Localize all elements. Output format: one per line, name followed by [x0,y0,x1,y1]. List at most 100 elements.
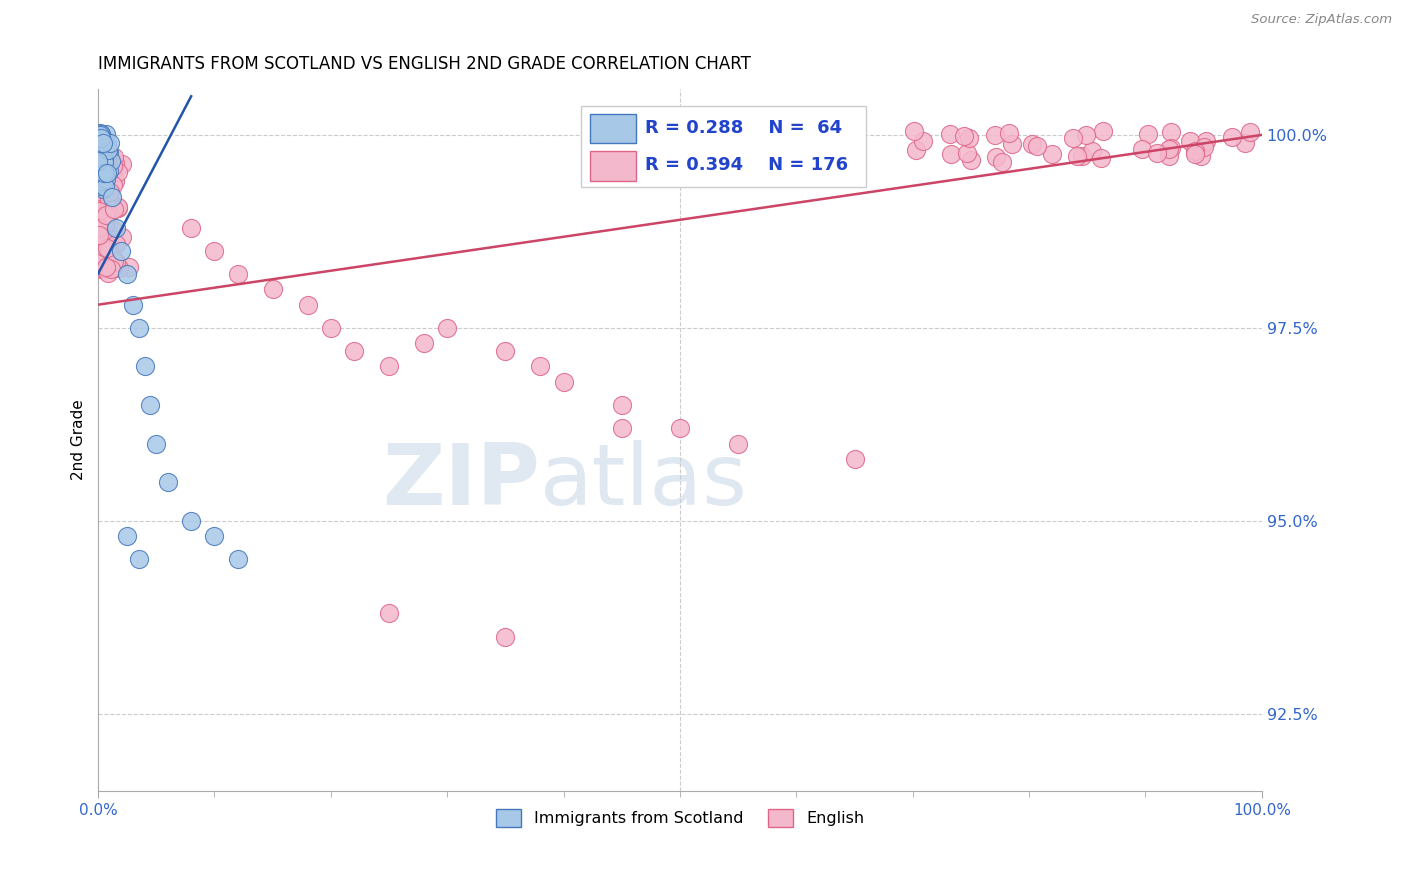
Point [101,236,124,251]
Point [1092,124,1115,138]
Point [98,207,121,221]
Text: ZIP: ZIP [382,441,540,524]
Point [90,261,112,276]
Point [957,130,980,145]
Point [90,247,112,261]
Point [98,187,121,202]
Point [90,158,112,172]
Point [87,211,110,225]
Point [1192,140,1215,154]
Point [1021,136,1043,151]
Point [90,171,112,186]
Point [494,343,516,358]
Point [90,177,112,191]
Point [94,208,117,222]
Point [108,260,131,275]
Point [87,189,110,203]
Point [89,252,111,267]
Y-axis label: 2nd Grade: 2nd Grade [72,400,86,480]
Point [90,170,112,185]
Legend: Immigrants from Scotland, English: Immigrants from Scotland, English [489,802,870,833]
Point [96,172,118,186]
Point [100,153,122,168]
Point [91,230,114,244]
Point [96,152,118,166]
Point [1130,143,1153,157]
Point [610,421,633,435]
Point [90,131,112,145]
Point [93,182,115,196]
Point [89,204,111,219]
Point [91,228,114,243]
Point [118,260,141,275]
Point [87,227,110,242]
Point [101,178,124,193]
Point [1178,134,1201,148]
Point [610,398,633,412]
Point [1157,142,1180,156]
Text: atlas: atlas [540,441,748,524]
Point [1234,136,1257,151]
Point [134,359,156,374]
Point [1071,149,1094,163]
Point [101,222,124,236]
Point [1160,141,1182,155]
Point [90,152,112,166]
Text: R = 0.288    N =  64: R = 0.288 N = 64 [645,119,842,137]
Point [90,174,112,188]
Point [89,169,111,183]
Point [93,248,115,262]
Point [111,156,134,170]
Point [93,152,115,166]
Point [90,187,112,202]
Point [1191,149,1213,163]
Point [100,260,122,275]
Point [204,529,226,543]
Point [93,166,115,180]
Point [959,153,981,167]
Point [413,336,436,351]
FancyBboxPatch shape [591,114,636,144]
Point [111,230,134,244]
FancyBboxPatch shape [581,106,866,187]
Point [115,267,138,281]
Point [93,200,115,214]
Point [87,154,110,169]
Point [1137,127,1160,141]
Point [97,203,120,218]
Point [87,209,110,223]
Point [1184,144,1206,158]
Point [98,136,121,150]
Point [991,154,1014,169]
Point [90,221,112,235]
Point [93,197,115,211]
Point [103,174,125,188]
Point [89,126,111,140]
Point [107,165,129,179]
Point [91,154,114,169]
Point [91,136,114,150]
Point [727,436,749,450]
Point [100,254,122,268]
Point [93,147,115,161]
Point [100,159,122,173]
Point [939,127,962,141]
Point [89,215,111,229]
Point [90,127,112,141]
Point [89,128,111,142]
Point [107,202,129,216]
Point [378,359,401,374]
Point [343,343,366,358]
Point [94,222,117,236]
Point [128,552,150,566]
Point [101,160,124,174]
Point [139,398,162,412]
Point [956,146,979,161]
Point [101,189,124,203]
Point [94,218,117,232]
Point [89,260,111,275]
Point [96,241,118,255]
Point [98,163,121,178]
Point [89,255,111,269]
Point [98,164,121,178]
